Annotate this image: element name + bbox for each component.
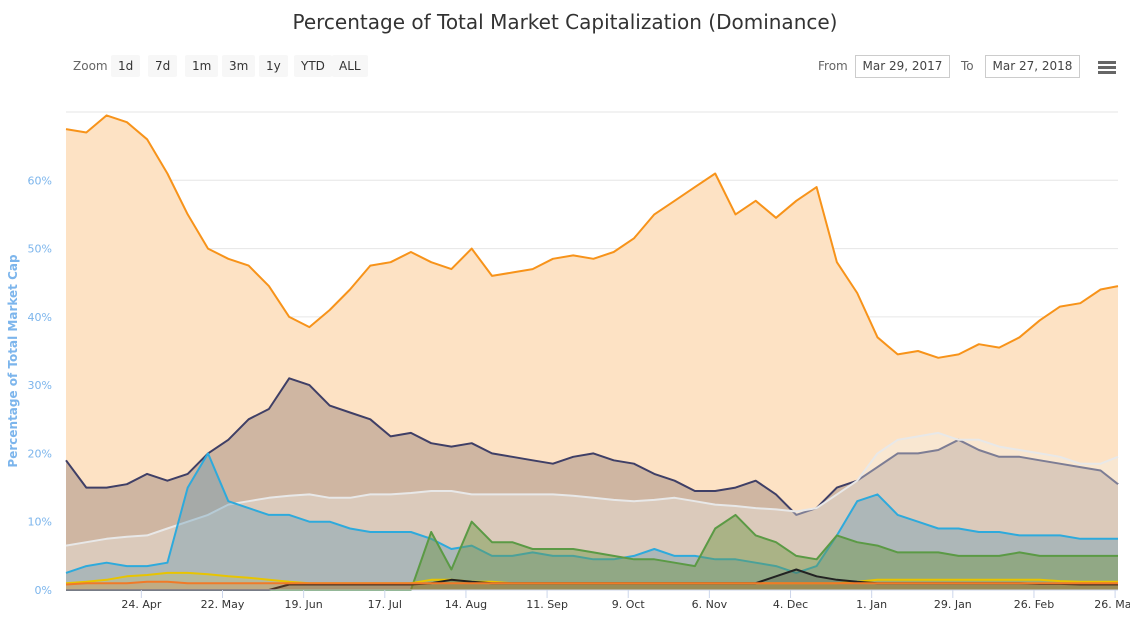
zoom-all-button[interactable]: ALL <box>332 55 368 77</box>
x-tick-label: 26. Feb <box>1014 598 1054 611</box>
series-3-area <box>66 453 1118 590</box>
chart-title: Percentage of Total Market Capitalizatio… <box>292 10 838 34</box>
zoom-label: Zoom <box>73 59 108 73</box>
x-tick-label: 4. Dec <box>773 598 808 611</box>
y-tick-label: 50% <box>28 243 52 256</box>
x-tick-label: 9. Oct <box>612 598 646 611</box>
hamburger-menu-icon[interactable] <box>1098 61 1116 76</box>
zoom-1y-button[interactable]: 1y <box>259 55 288 77</box>
to-date-input[interactable]: Mar 27, 2018 <box>985 55 1080 78</box>
y-axis-title: Percentage of Total Market Cap <box>6 254 20 468</box>
from-date-input[interactable]: Mar 29, 2017 <box>855 55 950 78</box>
series-0-line <box>65 114 1119 359</box>
series-7-line <box>65 580 1118 586</box>
series-2-line <box>65 431 1119 547</box>
series-0-area <box>66 115 1118 591</box>
zoom-3m-button[interactable]: 3m <box>222 55 256 77</box>
y-tick-label: 10% <box>28 516 52 529</box>
y-tick-label: 30% <box>28 379 52 392</box>
x-tick-label: 17. Jul <box>368 598 402 611</box>
x-tick-label: 22. May <box>201 598 245 611</box>
zoom-ytd-button[interactable]: YTD <box>294 55 332 77</box>
x-tick-label: 1. Jan <box>856 598 887 611</box>
series-1-area <box>66 378 1118 590</box>
series-2-area <box>66 432 1118 590</box>
x-tick-label: 6. Nov <box>692 598 728 611</box>
x-tick-label: 29. Jan <box>934 598 972 611</box>
x-tick-label: 24. Apr <box>121 598 161 611</box>
from-label: From <box>818 59 848 73</box>
x-tick-label: 26. Mar <box>1094 598 1130 611</box>
y-tick-label: 20% <box>28 447 52 460</box>
x-tick-label: 14. Aug <box>445 598 487 611</box>
zoom-1d-button[interactable]: 1d <box>111 55 141 77</box>
zoom-1m-button[interactable]: 1m <box>185 55 219 77</box>
zoom-7d-button[interactable]: 7d <box>148 55 178 77</box>
y-tick-label: 40% <box>28 311 52 324</box>
series-3-line <box>65 452 1118 574</box>
x-tick-label: 11. Sep <box>526 598 568 611</box>
y-tick-label: 60% <box>28 174 52 187</box>
y-tick-label: 0% <box>35 584 52 597</box>
x-tick-label: 19. Jun <box>285 598 323 611</box>
to-label: To <box>961 59 974 73</box>
series-5-area <box>66 572 1118 590</box>
series-1-line <box>65 377 1119 516</box>
